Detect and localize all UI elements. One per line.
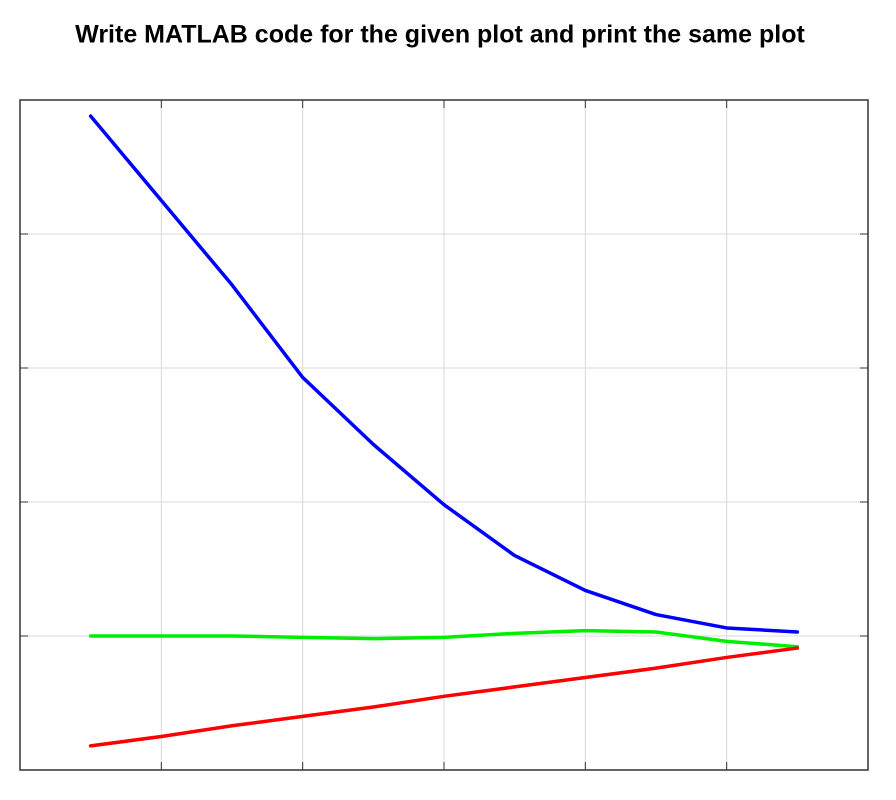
plot-border	[19, 99, 869, 771]
data-line	[88, 646, 800, 748]
chart-title: Write MATLAB code for the given plot and…	[75, 21, 805, 49]
data-line	[88, 628, 800, 649]
data-line	[88, 114, 800, 634]
